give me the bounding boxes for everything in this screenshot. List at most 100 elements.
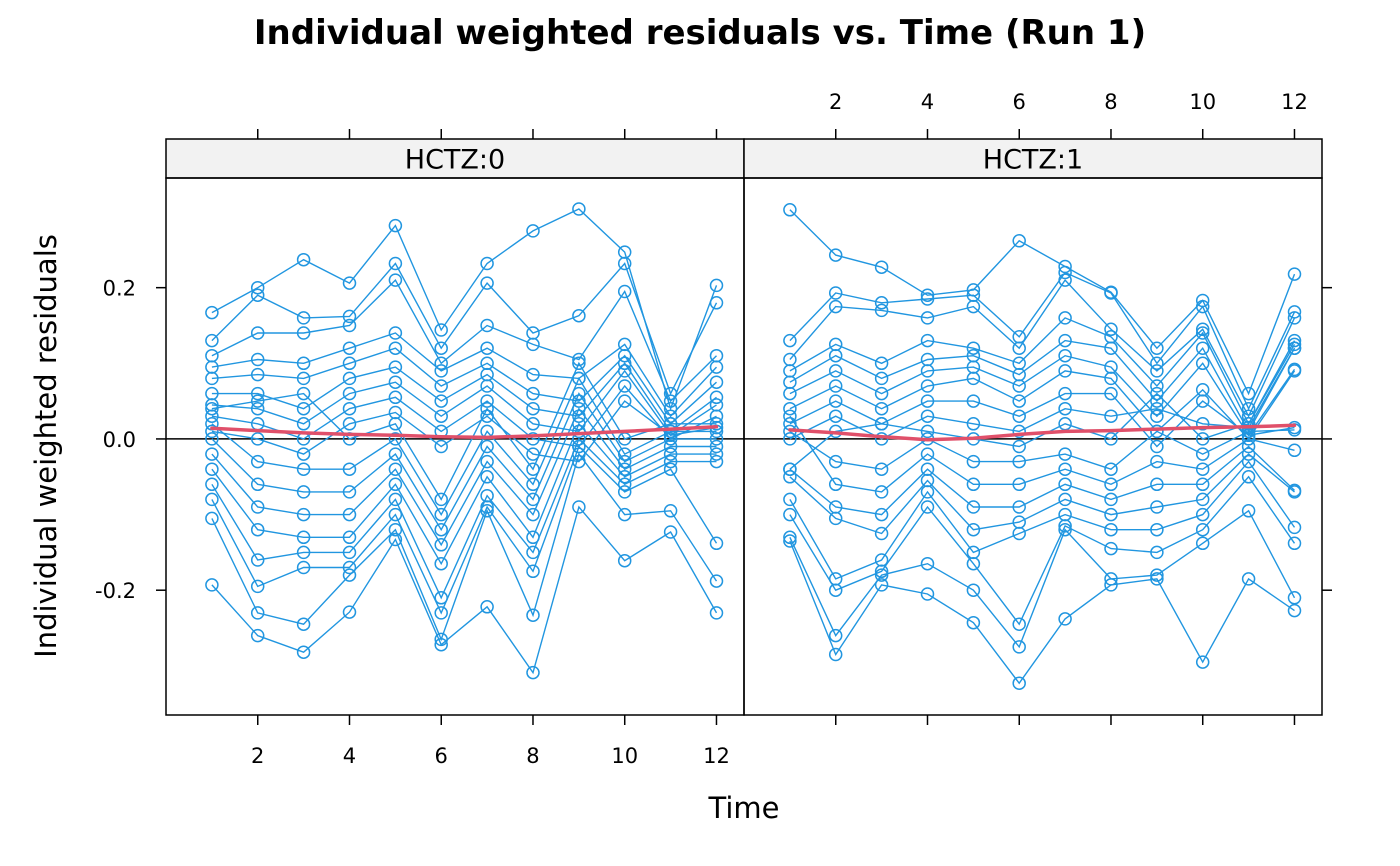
data-point — [828, 286, 843, 300]
series-line — [211, 445, 718, 615]
data-point — [526, 337, 540, 352]
data-point — [296, 462, 311, 476]
y-axis: -0.2 0.0 0.2 — [95, 277, 1332, 603]
series-line — [789, 354, 1296, 437]
data-point — [783, 203, 797, 217]
data-point — [526, 665, 540, 680]
data-point — [966, 583, 981, 597]
data-point — [1150, 522, 1164, 537]
data-point — [1012, 640, 1026, 654]
data-point — [966, 522, 981, 537]
data-point — [617, 485, 632, 499]
data-point — [480, 379, 494, 393]
data-point — [828, 647, 843, 662]
data-point — [709, 375, 724, 389]
data-point — [1058, 447, 1072, 461]
data-point — [874, 296, 889, 310]
data-point — [1012, 617, 1026, 631]
data-point — [205, 447, 219, 461]
data-point — [388, 341, 403, 355]
series-line — [211, 278, 717, 403]
data-point — [434, 364, 448, 378]
data-point — [874, 526, 889, 541]
data-point — [388, 477, 403, 492]
x-tick-label: 10 — [1189, 90, 1216, 114]
data-point — [572, 308, 586, 323]
data-point — [828, 572, 843, 586]
data-point — [1012, 234, 1026, 248]
series-line — [789, 339, 1296, 433]
data-point — [342, 276, 357, 290]
data-point — [920, 500, 935, 514]
data-point — [526, 507, 540, 522]
data-point — [342, 560, 357, 575]
x-tick-label: 10 — [611, 744, 638, 768]
data-point — [205, 492, 219, 507]
data-point — [250, 628, 265, 643]
data-point — [434, 591, 448, 605]
data-point — [434, 341, 448, 355]
data-point — [709, 454, 724, 469]
x-tick-label: 8 — [526, 744, 539, 768]
data-point — [617, 462, 632, 476]
x-tick-label: 6 — [435, 744, 448, 768]
data-point — [828, 500, 843, 514]
data-point — [296, 617, 311, 631]
data-point — [296, 311, 311, 325]
panel-strip-label: HCTZ:0 — [405, 145, 505, 176]
data-point — [434, 556, 448, 571]
data-point — [1241, 470, 1256, 484]
data-point — [828, 454, 843, 469]
data-point — [526, 367, 540, 382]
data-point — [1058, 492, 1072, 507]
data-point — [250, 326, 265, 340]
data-point — [480, 276, 494, 290]
data-point — [663, 394, 678, 408]
data-point — [1287, 591, 1302, 605]
series-line — [211, 452, 718, 642]
data-point — [783, 507, 797, 522]
data-point — [572, 500, 586, 514]
data-point — [709, 574, 724, 588]
data-point — [342, 309, 357, 324]
data-point — [572, 352, 586, 367]
data-point — [828, 379, 843, 393]
data-point — [1012, 500, 1026, 514]
series-line — [211, 437, 717, 600]
data-point — [1195, 432, 1210, 446]
data-point — [526, 530, 540, 545]
data-point — [920, 462, 935, 476]
data-point — [296, 401, 311, 416]
data-point — [434, 409, 448, 423]
data-point — [783, 534, 797, 548]
data-point — [828, 394, 843, 408]
data-point — [205, 305, 219, 320]
data-point — [434, 356, 448, 371]
data-point — [783, 409, 797, 423]
series-line — [789, 445, 1295, 516]
data-point — [388, 532, 403, 547]
data-point — [296, 560, 311, 575]
data-point — [342, 356, 357, 371]
data-point — [617, 284, 632, 299]
data-point — [388, 390, 403, 405]
data-point — [526, 224, 540, 238]
data-point — [920, 394, 935, 408]
data-point — [342, 545, 357, 560]
data-point — [480, 439, 494, 454]
data-point — [1104, 322, 1118, 337]
data-point — [342, 462, 357, 476]
data-point — [874, 386, 889, 401]
data-point — [526, 462, 540, 476]
data-point — [434, 522, 448, 537]
data-point — [874, 371, 889, 386]
data-point — [1012, 676, 1026, 690]
series-line — [789, 392, 1295, 448]
data-point — [663, 409, 678, 423]
series-line — [211, 384, 717, 448]
data-point — [828, 628, 843, 643]
data-point — [342, 530, 357, 545]
data-point — [617, 454, 632, 469]
data-point — [296, 252, 311, 267]
data-point — [296, 545, 311, 560]
